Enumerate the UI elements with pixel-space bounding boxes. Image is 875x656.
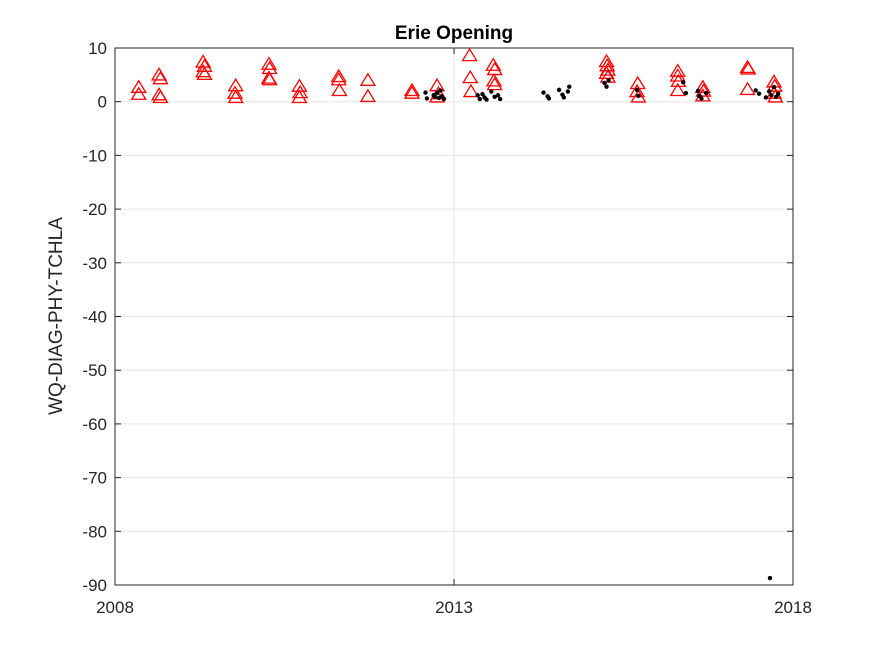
dot-point	[567, 84, 572, 89]
triangle-point	[291, 84, 309, 99]
triangle-point	[196, 66, 213, 81]
dot-point	[438, 88, 443, 93]
dot-point	[704, 90, 709, 96]
triangle-point	[461, 47, 478, 62]
dot-point	[423, 90, 428, 95]
dot-point	[480, 91, 485, 97]
dot-point	[683, 90, 689, 96]
y-tick-label: -70	[82, 469, 107, 488]
y-tick-label: 10	[88, 39, 107, 58]
dot-point	[606, 78, 611, 83]
triangle-point	[152, 89, 169, 104]
dot-point	[773, 94, 779, 100]
triangle-point	[740, 61, 757, 75]
dot-point	[769, 93, 774, 98]
dot-point	[434, 90, 440, 96]
y-tick-label: -50	[82, 361, 107, 380]
dot-point	[636, 93, 641, 98]
triangle-point	[630, 89, 647, 103]
triangle-point	[403, 85, 421, 99]
chart-title: Erie Opening	[395, 23, 513, 44]
dot-point	[497, 96, 503, 102]
triangle-point	[669, 68, 686, 82]
dot-point	[495, 93, 501, 98]
triangle-point	[130, 79, 147, 93]
triangle-point	[694, 79, 711, 93]
triangle-point	[194, 54, 212, 68]
dot-point	[695, 88, 701, 94]
dot-point	[546, 96, 552, 101]
dot-point	[424, 96, 430, 101]
dot-point	[602, 80, 607, 86]
dot-point	[771, 85, 777, 90]
dot-point	[634, 87, 640, 93]
triangle-point	[359, 72, 377, 86]
y-axis-label: WQ-DIAG-PHY-TCHLA	[46, 217, 67, 415]
triangle-point	[226, 85, 244, 99]
triangle-point	[359, 88, 377, 103]
dot-point	[477, 96, 482, 102]
triangle-point	[403, 82, 421, 97]
dot-point	[699, 96, 704, 101]
triangle-point	[486, 76, 503, 91]
tick-layer: 10 0 -10 -20 -30 -40 -50 -60 -70 -80 -90 2008 2013 20…	[82, 39, 811, 617]
y-tick-label: -60	[82, 415, 107, 434]
triangle-point	[130, 86, 147, 100]
dot-point	[680, 80, 686, 85]
dot-point	[475, 93, 480, 98]
dot-point	[441, 96, 447, 102]
dot-series	[423, 78, 781, 581]
triangle-point	[227, 89, 244, 104]
dot-point	[767, 575, 773, 581]
dot-point	[484, 97, 489, 102]
x-tick-label: 2013	[435, 598, 473, 617]
dot-point	[604, 84, 609, 89]
grid-layer	[115, 48, 793, 585]
triangle-point	[331, 82, 348, 97]
dot-point	[489, 89, 494, 94]
y-tick-label: -40	[82, 308, 107, 327]
x-tick-label: 2008	[96, 598, 134, 617]
triangle-point	[462, 69, 479, 84]
triangle-point	[598, 65, 615, 79]
y-tick-label: 0	[98, 93, 107, 112]
y-tick-label: -80	[82, 522, 107, 541]
triangle-point	[260, 56, 278, 70]
triangle-point	[291, 89, 308, 104]
dot-point	[541, 90, 546, 95]
triangle-point	[739, 81, 756, 96]
y-tick-label: -90	[82, 576, 107, 595]
dot-point	[432, 94, 438, 100]
dot-point	[763, 95, 769, 100]
dot-point	[565, 89, 571, 94]
y-tick-label: -30	[82, 254, 107, 273]
dot-point	[492, 94, 497, 100]
dot-point	[556, 87, 562, 93]
dot-point	[775, 91, 781, 96]
dot-point	[753, 88, 758, 93]
dot-point	[756, 91, 762, 96]
dot-point	[561, 95, 567, 100]
triangle-point	[485, 73, 503, 87]
triangle-point	[462, 83, 480, 98]
triangle-point	[669, 82, 686, 97]
y-tick-label: -20	[82, 200, 107, 219]
triangle-point	[330, 68, 347, 83]
triangle-point	[485, 57, 502, 71]
x-tick-label: 2018	[774, 598, 812, 617]
dot-point	[767, 89, 772, 94]
triangle-point	[196, 58, 213, 72]
triangle-point	[152, 70, 169, 85]
y-tick-label: -10	[82, 146, 107, 165]
triangle-point	[150, 67, 168, 81]
triangle-point	[261, 71, 278, 86]
